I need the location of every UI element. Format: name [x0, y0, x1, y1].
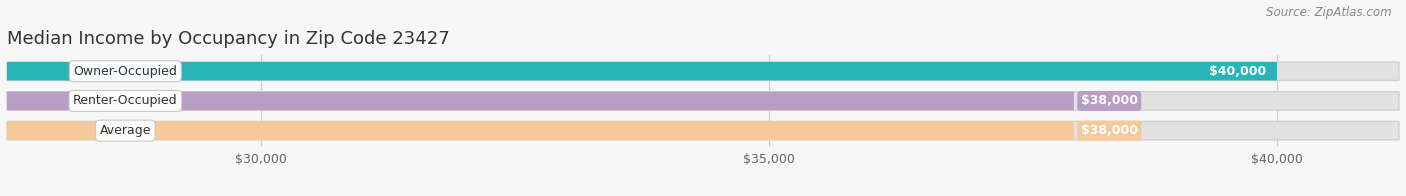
FancyBboxPatch shape — [7, 92, 1399, 110]
Text: Average: Average — [100, 124, 150, 137]
Text: Median Income by Occupancy in Zip Code 23427: Median Income by Occupancy in Zip Code 2… — [7, 30, 450, 47]
Text: Renter-Occupied: Renter-Occupied — [73, 94, 177, 107]
Text: $38,000: $38,000 — [1081, 124, 1137, 137]
Text: Owner-Occupied: Owner-Occupied — [73, 65, 177, 78]
FancyBboxPatch shape — [7, 92, 1074, 110]
Text: $38,000: $38,000 — [1081, 94, 1137, 107]
FancyBboxPatch shape — [7, 122, 1074, 140]
Text: $40,000: $40,000 — [1209, 65, 1265, 78]
FancyBboxPatch shape — [7, 122, 1399, 140]
FancyBboxPatch shape — [7, 62, 1277, 80]
Text: Source: ZipAtlas.com: Source: ZipAtlas.com — [1267, 6, 1392, 19]
FancyBboxPatch shape — [7, 62, 1399, 80]
